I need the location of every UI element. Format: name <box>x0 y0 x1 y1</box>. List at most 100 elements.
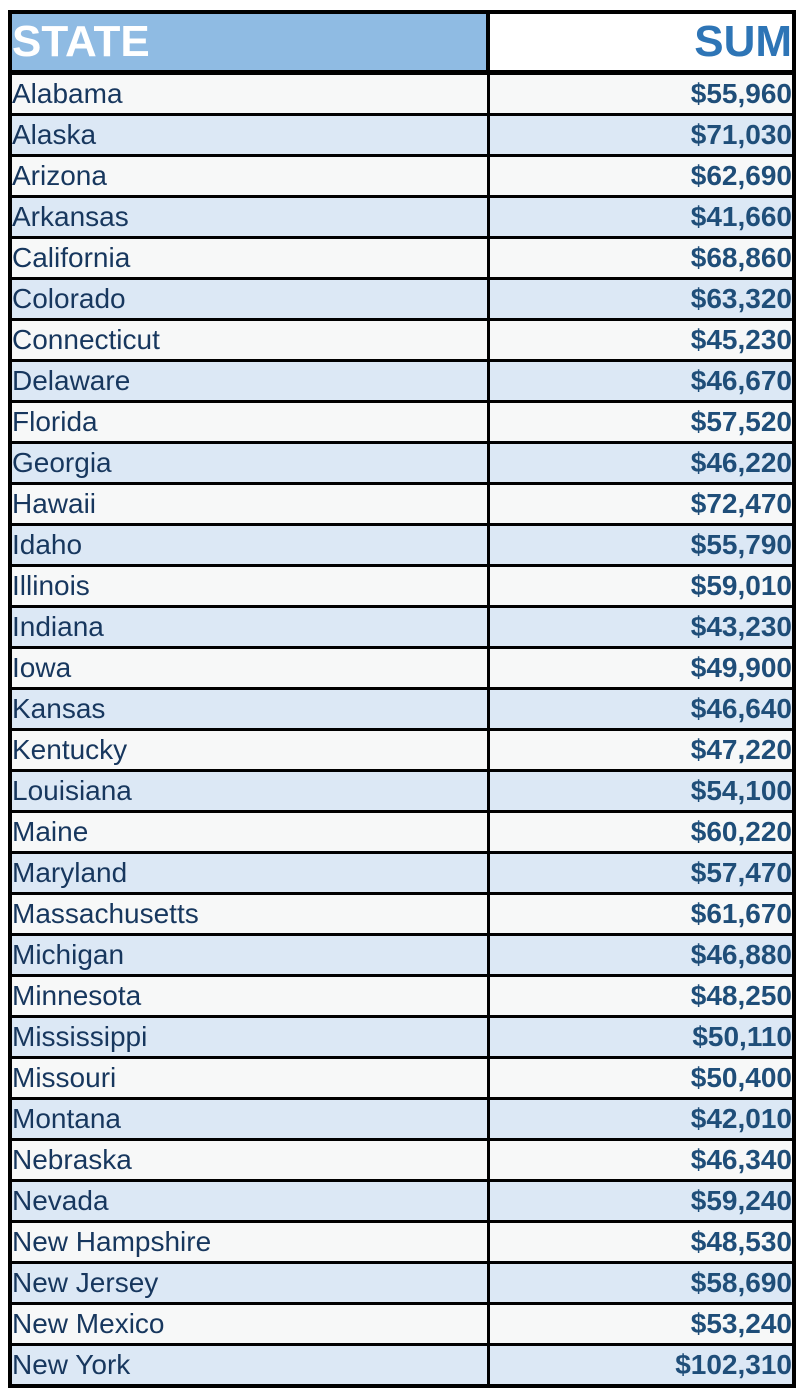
state-cell: Kentucky <box>8 728 490 772</box>
sum-cell: $57,520 <box>486 400 796 444</box>
state-cell: Indiana <box>8 605 490 649</box>
sum-cell: $71,030 <box>486 113 796 157</box>
table-row: Mississippi $50,110 <box>8 1015 796 1059</box>
sum-cell: $55,960 <box>486 71 796 116</box>
sum-cell: $59,240 <box>486 1179 796 1223</box>
sum-cell: $50,400 <box>486 1056 796 1100</box>
sum-cell: $46,670 <box>486 359 796 403</box>
table-row: Illinois $59,010 <box>8 564 796 608</box>
table-row: Idaho $55,790 <box>8 523 796 567</box>
state-sum-table-container: STATE SUM Alabama $55,960 Alaska $71,030 Ari… <box>8 10 796 1388</box>
table-row: Montana $42,010 <box>8 1097 796 1141</box>
sum-cell: $58,690 <box>486 1261 796 1305</box>
table-row: Massachusetts $61,670 <box>8 892 796 936</box>
sum-cell: $47,220 <box>486 728 796 772</box>
state-cell: Georgia <box>8 441 490 485</box>
sum-cell: $48,530 <box>486 1220 796 1264</box>
state-cell: Connecticut <box>8 318 490 362</box>
state-cell: Mississippi <box>8 1015 490 1059</box>
table-row: Connecticut $45,230 <box>8 318 796 362</box>
table-row: Iowa $49,900 <box>8 646 796 690</box>
state-cell: Nebraska <box>8 1138 490 1182</box>
table-row: Arkansas $41,660 <box>8 195 796 239</box>
state-cell: Colorado <box>8 277 490 321</box>
table-body: Alabama $55,960 Alaska $71,030 Arizona $62,69… <box>8 71 796 1388</box>
sum-cell: $42,010 <box>486 1097 796 1141</box>
state-cell: New Jersey <box>8 1261 490 1305</box>
sum-cell: $46,640 <box>486 687 796 731</box>
table-row: Indiana $43,230 <box>8 605 796 649</box>
state-cell: Louisiana <box>8 769 490 813</box>
state-cell: Florida <box>8 400 490 444</box>
table-row: Nevada $59,240 <box>8 1179 796 1223</box>
state-cell: Idaho <box>8 523 490 567</box>
state-cell: Nevada <box>8 1179 490 1223</box>
table-row: New Hampshire $48,530 <box>8 1220 796 1264</box>
state-cell: New York <box>8 1343 490 1388</box>
table-row: Nebraska $46,340 <box>8 1138 796 1182</box>
state-cell: Arkansas <box>8 195 490 239</box>
table-row: Louisiana $54,100 <box>8 769 796 813</box>
table-row: Minnesota $48,250 <box>8 974 796 1018</box>
table-row: Delaware $46,670 <box>8 359 796 403</box>
column-header-sum: SUM <box>486 10 796 75</box>
state-cell: Arizona <box>8 154 490 198</box>
header-row: STATE SUM <box>8 10 796 75</box>
sum-cell: $60,220 <box>486 810 796 854</box>
sum-cell: $50,110 <box>486 1015 796 1059</box>
sum-cell: $45,230 <box>486 318 796 362</box>
state-cell: Alabama <box>8 71 490 116</box>
table-row: Alaska $71,030 <box>8 113 796 157</box>
sum-cell: $54,100 <box>486 769 796 813</box>
state-cell: Delaware <box>8 359 490 403</box>
sum-cell: $43,230 <box>486 605 796 649</box>
state-cell: Missouri <box>8 1056 490 1100</box>
state-cell: Maine <box>8 810 490 854</box>
table-row: Michigan $46,880 <box>8 933 796 977</box>
sum-cell: $46,220 <box>486 441 796 485</box>
state-cell: Maryland <box>8 851 490 895</box>
table-row: Kansas $46,640 <box>8 687 796 731</box>
sum-cell: $68,860 <box>486 236 796 280</box>
state-sum-table: STATE SUM Alabama $55,960 Alaska $71,030 Ari… <box>8 10 796 1388</box>
sum-cell: $72,470 <box>486 482 796 526</box>
sum-cell: $59,010 <box>486 564 796 608</box>
table-row: Florida $57,520 <box>8 400 796 444</box>
sum-cell: $62,690 <box>486 154 796 198</box>
table-row: Maryland $57,470 <box>8 851 796 895</box>
table-row: Kentucky $47,220 <box>8 728 796 772</box>
sum-cell: $63,320 <box>486 277 796 321</box>
sum-cell: $61,670 <box>486 892 796 936</box>
table-row: Colorado $63,320 <box>8 277 796 321</box>
sum-cell: $49,900 <box>486 646 796 690</box>
table-row: New York $102,310 <box>8 1343 796 1388</box>
state-cell: California <box>8 236 490 280</box>
table-row: Maine $60,220 <box>8 810 796 854</box>
sum-cell: $46,880 <box>486 933 796 977</box>
table-row: California $68,860 <box>8 236 796 280</box>
column-header-state: STATE <box>8 10 490 75</box>
state-cell: Montana <box>8 1097 490 1141</box>
state-cell: Minnesota <box>8 974 490 1018</box>
sum-cell: $57,470 <box>486 851 796 895</box>
table-row: Hawaii $72,470 <box>8 482 796 526</box>
sum-cell: $48,250 <box>486 974 796 1018</box>
sum-cell: $41,660 <box>486 195 796 239</box>
table-row: Georgia $46,220 <box>8 441 796 485</box>
sum-cell: $55,790 <box>486 523 796 567</box>
table-row: Missouri $50,400 <box>8 1056 796 1100</box>
sum-cell: $53,240 <box>486 1302 796 1346</box>
state-cell: New Hampshire <box>8 1220 490 1264</box>
table-row: Alabama $55,960 <box>8 71 796 116</box>
state-cell: Hawaii <box>8 482 490 526</box>
state-cell: Michigan <box>8 933 490 977</box>
state-cell: Massachusetts <box>8 892 490 936</box>
state-cell: Kansas <box>8 687 490 731</box>
table-row: New Mexico $53,240 <box>8 1302 796 1346</box>
state-cell: Iowa <box>8 646 490 690</box>
table-row: New Jersey $58,690 <box>8 1261 796 1305</box>
state-cell: New Mexico <box>8 1302 490 1346</box>
sum-cell: $46,340 <box>486 1138 796 1182</box>
sum-cell: $102,310 <box>486 1343 796 1388</box>
